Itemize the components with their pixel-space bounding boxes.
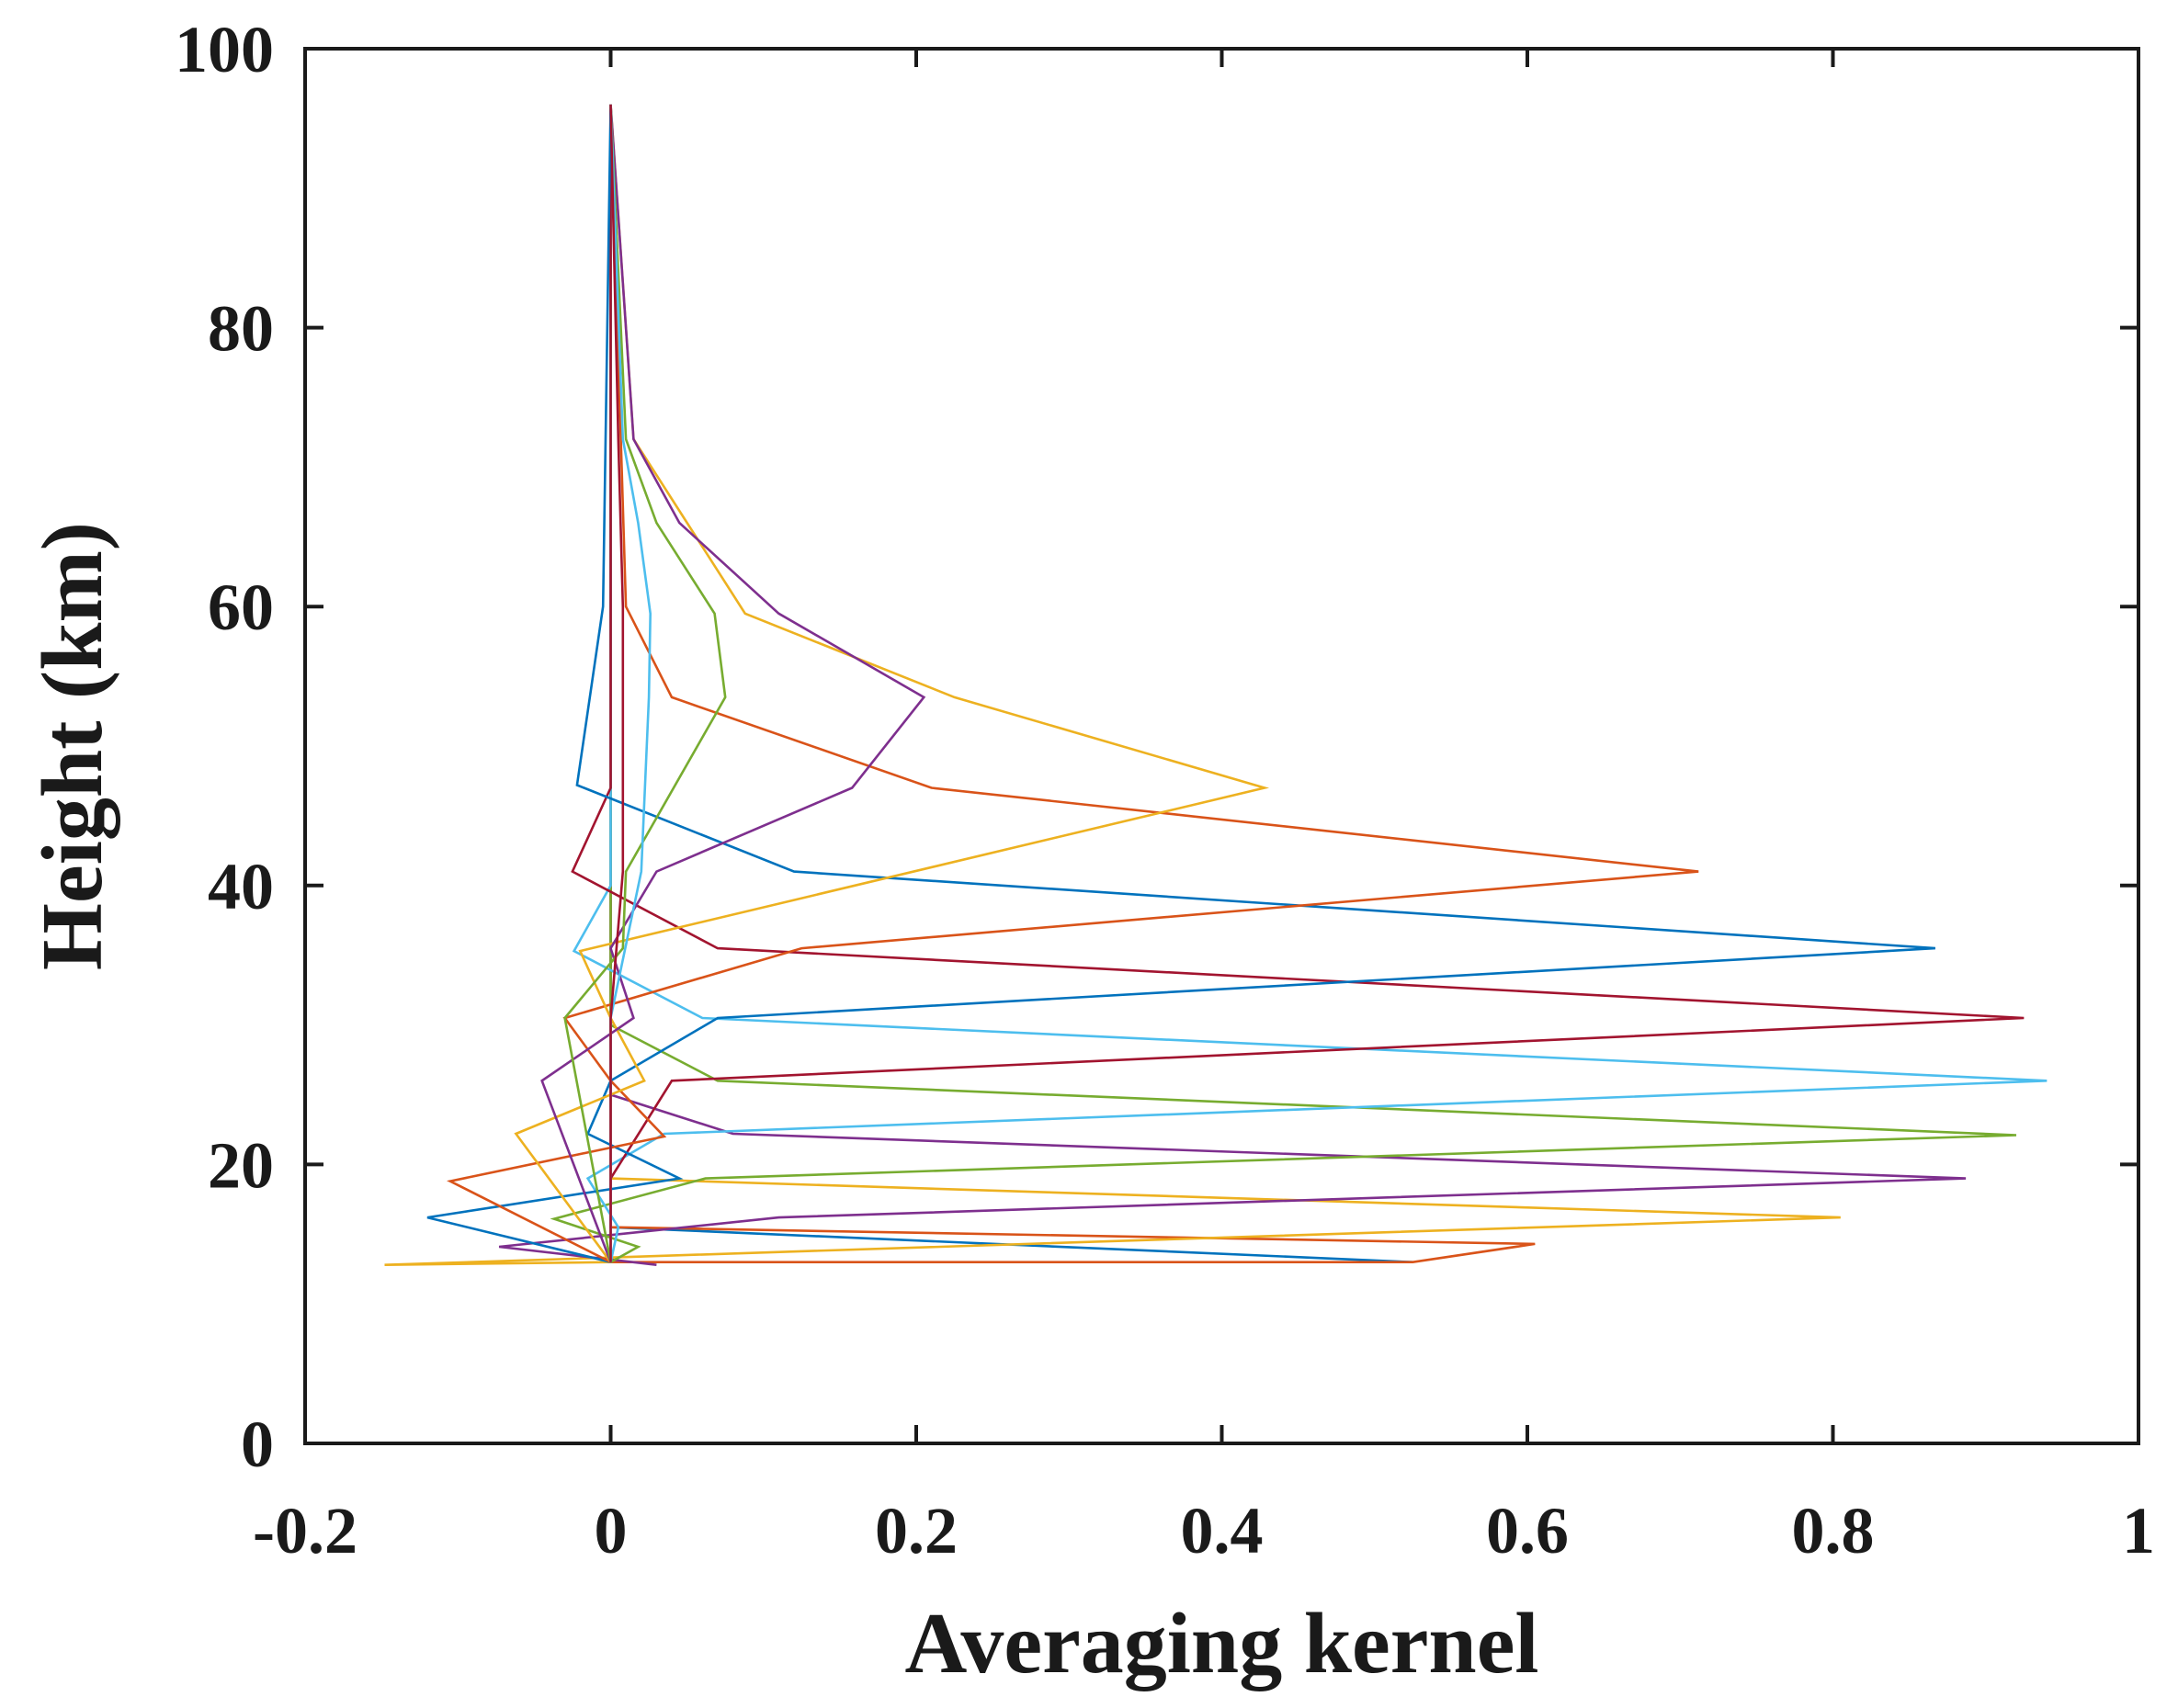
x-tick-label: 0 bbox=[595, 1494, 628, 1567]
series-line-7 bbox=[571, 104, 2025, 1262]
series-line-1 bbox=[609, 104, 1413, 1263]
y-tick-label: 80 bbox=[208, 292, 274, 366]
series-line-12 bbox=[563, 104, 727, 1262]
series-line-2 bbox=[609, 104, 1536, 1263]
series-line-11 bbox=[540, 104, 926, 1263]
series-line-10 bbox=[514, 104, 1270, 1263]
series-line-14 bbox=[609, 104, 625, 1262]
x-tick-label: 0.2 bbox=[875, 1494, 958, 1567]
series-line-9 bbox=[446, 104, 1699, 1263]
ticks-layer bbox=[303, 47, 2140, 1445]
series-line-6 bbox=[572, 104, 2048, 1262]
x-tick-label: 0.4 bbox=[1181, 1494, 1264, 1567]
x-tick-label: -0.2 bbox=[253, 1494, 357, 1567]
y-tick-label: 40 bbox=[208, 850, 274, 923]
y-tick-label: 60 bbox=[208, 571, 274, 644]
y-tick-label: 100 bbox=[175, 13, 274, 86]
series-line-8 bbox=[426, 104, 1935, 1263]
series-layer bbox=[384, 104, 2048, 1266]
y-tick-label: 20 bbox=[208, 1128, 274, 1202]
y-tick-label: 0 bbox=[241, 1408, 274, 1481]
plot-frame bbox=[303, 47, 2140, 1445]
series-line-3 bbox=[384, 104, 1841, 1266]
x-tick-label: 0.8 bbox=[1792, 1494, 1875, 1567]
series-line-5 bbox=[550, 104, 2017, 1263]
x-tick-label: 1 bbox=[2122, 1494, 2155, 1567]
series-line-4 bbox=[498, 104, 1967, 1266]
y-tick-labels: 0 20 40 60 80 100 bbox=[175, 13, 274, 1481]
x-axis-title: Averaging kernel bbox=[904, 1596, 1538, 1691]
series-line-13 bbox=[609, 104, 652, 1262]
y-axis-title: Height (km) bbox=[25, 522, 120, 970]
x-tick-labels: -0.2 0 0.2 0.4 0.6 0.8 1 bbox=[253, 1494, 2155, 1567]
x-tick-label: 0.6 bbox=[1486, 1494, 1569, 1567]
